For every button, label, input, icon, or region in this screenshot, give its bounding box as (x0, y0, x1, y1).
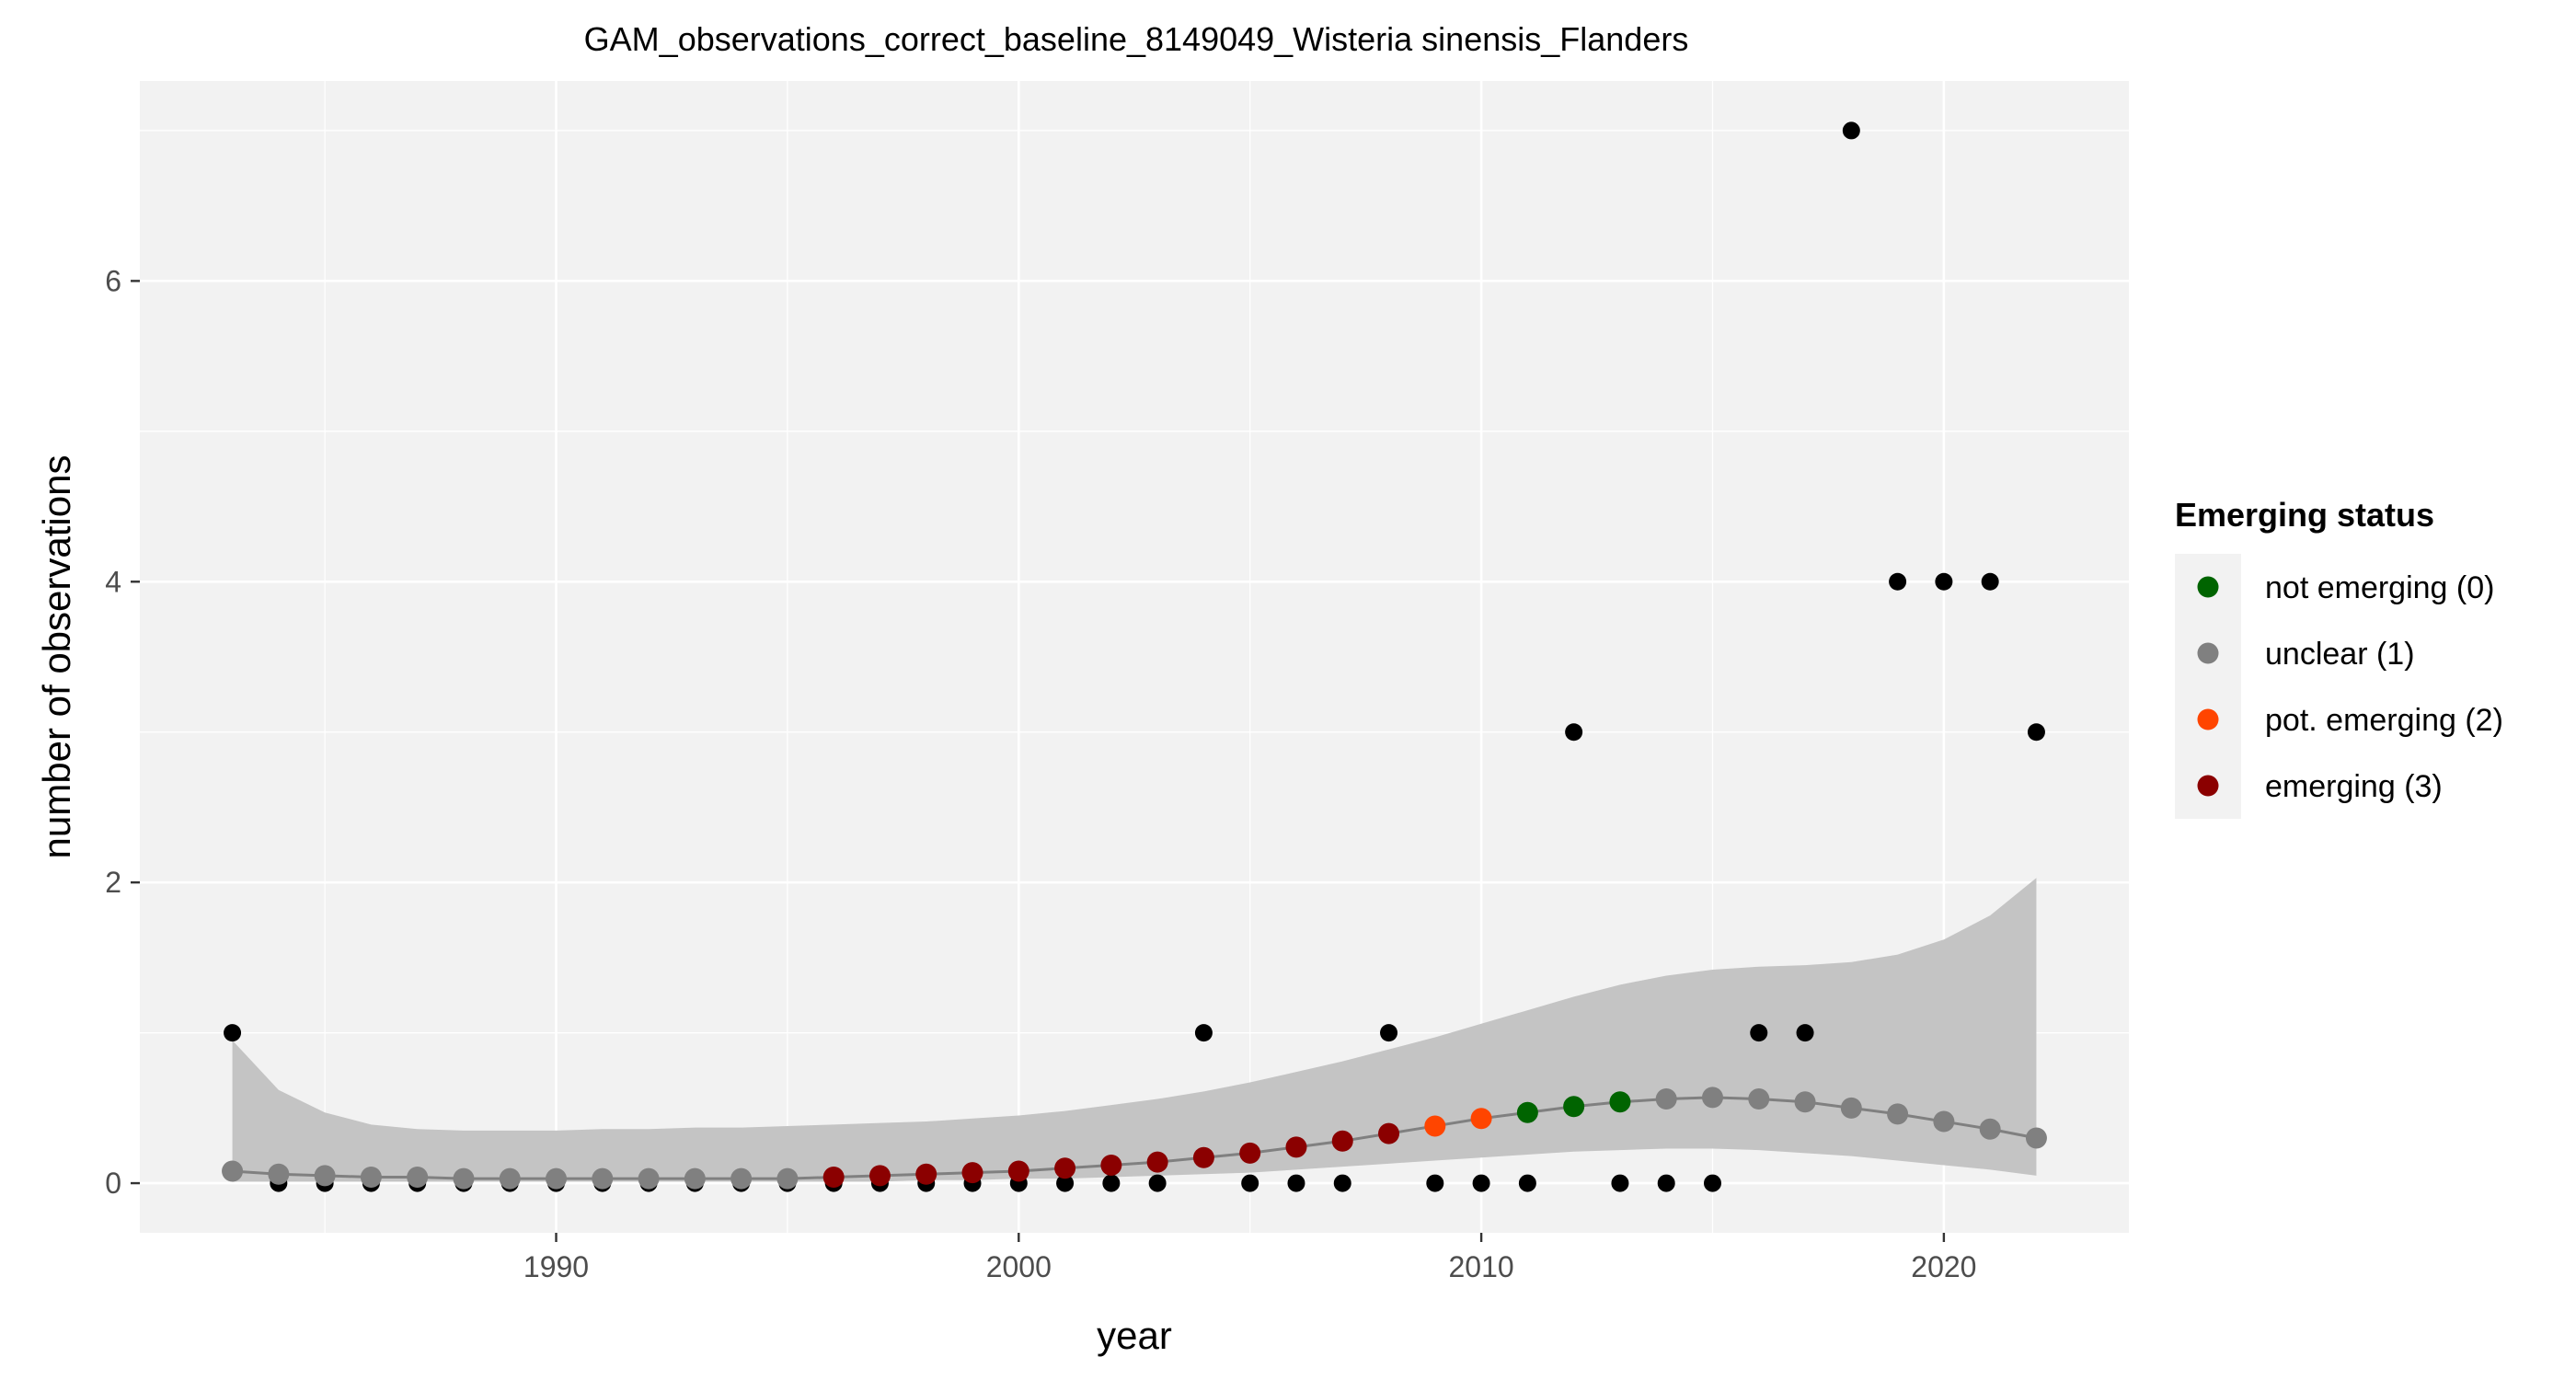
status-point (1285, 1136, 1307, 1158)
legend-label: unclear (1) (2265, 637, 2415, 672)
status-point (1979, 1118, 2001, 1140)
x-tick-label: 2010 (1448, 1250, 1513, 1283)
x-tick-label: 2000 (986, 1250, 1052, 1283)
status-point (1609, 1091, 1631, 1113)
legend-title: Emerging status (2175, 496, 2434, 534)
status-point (730, 1167, 753, 1190)
status-point (961, 1162, 983, 1184)
y-tick-label: 4 (105, 565, 121, 598)
observation-point (1796, 1024, 1814, 1042)
status-point (592, 1167, 614, 1190)
legend-key-background (2175, 554, 2241, 819)
legend-label: emerging (3) (2265, 769, 2443, 804)
status-point (1701, 1087, 1723, 1109)
legend-label: pot. emerging (2) (2265, 703, 2503, 738)
status-point (268, 1163, 290, 1185)
observation-point (1380, 1024, 1398, 1042)
observation-point (2027, 723, 2045, 742)
observation-point (224, 1024, 242, 1042)
legend-label: not emerging (0) (2265, 570, 2494, 605)
status-point (1054, 1157, 1076, 1179)
observation-point (1241, 1174, 1259, 1192)
observation-point (1703, 1174, 1721, 1192)
status-point (1424, 1115, 1446, 1137)
observation-point (1518, 1174, 1536, 1192)
status-point (314, 1165, 336, 1187)
observation-point (1935, 572, 1953, 591)
status-point (499, 1167, 521, 1190)
observation-point (1565, 723, 1583, 742)
status-point (1378, 1122, 1400, 1144)
y-axis-title: number of observations (35, 455, 78, 859)
observation-point (1657, 1174, 1675, 1192)
status-point (1007, 1160, 1029, 1182)
gam-fit-line (232, 1096, 2037, 1180)
legend: Emerging status not emerging (0) unclear … (2175, 496, 2503, 819)
status-point (1748, 1088, 1770, 1110)
status-point (1192, 1146, 1214, 1168)
status-point (1794, 1091, 1816, 1113)
status-point (684, 1167, 706, 1190)
status-point (822, 1167, 845, 1189)
observation-point (1056, 1174, 1075, 1192)
observation-point (1981, 572, 1999, 591)
status-point (1933, 1110, 1955, 1133)
y-tick-label: 2 (105, 866, 121, 899)
chart-title: GAM_observations_correct_baseline_814904… (584, 20, 1689, 58)
status-point (222, 1160, 244, 1182)
observation-point (1102, 1174, 1121, 1192)
legend-key-dot (2197, 576, 2219, 598)
status-point (1100, 1154, 1122, 1176)
status-point (407, 1167, 429, 1189)
axes: 1990 2000 2010 2020 0 2 4 6 (105, 264, 1976, 1283)
y-tick-label: 6 (105, 264, 121, 297)
status-point (1331, 1130, 1353, 1152)
gam-fit-polyline (232, 1096, 2037, 1180)
observation-point (1611, 1174, 1629, 1192)
legend-key-dot (2197, 642, 2219, 664)
observation-point (1472, 1174, 1490, 1192)
y-tick-label: 0 (105, 1167, 121, 1200)
status-point (2025, 1127, 2047, 1149)
status-point (915, 1163, 937, 1185)
status-point (776, 1167, 799, 1190)
x-tick-label: 1990 (523, 1250, 589, 1283)
status-point (1840, 1097, 1862, 1119)
legend-key-dot (2197, 708, 2219, 730)
status-point (1239, 1142, 1261, 1164)
status-point (1470, 1108, 1492, 1130)
status-point (638, 1167, 660, 1190)
observation-point (1194, 1024, 1213, 1042)
observation-point (1426, 1174, 1444, 1192)
status-point (546, 1167, 568, 1190)
status-point (453, 1167, 475, 1190)
observation-point (1148, 1174, 1167, 1192)
status-point (1516, 1101, 1538, 1123)
status-point (1563, 1096, 1585, 1118)
status-point (1887, 1103, 1909, 1125)
observation-point (1889, 572, 1907, 591)
x-tick-label: 2020 (1911, 1250, 1976, 1283)
observation-point (1287, 1174, 1305, 1192)
status-point (868, 1165, 891, 1187)
status-point (360, 1167, 382, 1189)
status-point (1655, 1088, 1677, 1110)
observation-point (1333, 1174, 1351, 1192)
x-axis-title: year (1097, 1314, 1172, 1357)
emerging-status-points (222, 1087, 2047, 1190)
observation-point (1750, 1024, 1768, 1042)
legend-key-dot (2197, 775, 2219, 797)
observation-point (1842, 121, 1860, 140)
status-point (1146, 1151, 1168, 1173)
